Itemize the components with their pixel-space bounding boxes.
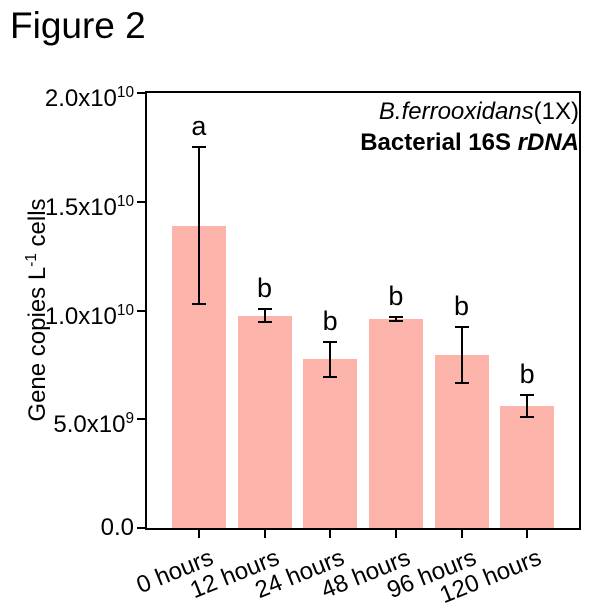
bar-120-hours bbox=[500, 406, 555, 528]
x-tick-96-hours bbox=[460, 530, 463, 538]
gene-target-label: Bacterial 16S bbox=[360, 129, 518, 156]
x-tick-24-hours bbox=[329, 530, 332, 538]
sig-letter-24-hours: b bbox=[322, 306, 338, 337]
y-tick-1 bbox=[137, 200, 145, 203]
x-tick-120-hours bbox=[526, 530, 529, 538]
legend: B.ferrooxidans(1X) Bacterial 16S rDNA bbox=[360, 96, 579, 158]
error-cap-bottom-12-hours bbox=[257, 321, 272, 324]
legend-concentration: (1X) bbox=[533, 98, 579, 125]
error-cap-bottom-120-hours bbox=[520, 416, 535, 419]
sig-letter-12-hours: b bbox=[256, 273, 273, 304]
error-bar-0-hours bbox=[197, 147, 200, 304]
error-cap-top-24-hours bbox=[323, 341, 338, 344]
error-bar-48-hours bbox=[394, 317, 397, 322]
legend-line-2: Bacterial 16S rDNA bbox=[360, 127, 579, 158]
sig-letter-48-hours: b bbox=[388, 281, 404, 312]
x-tick-12-hours bbox=[263, 530, 266, 538]
error-bar-96-hours bbox=[460, 326, 463, 384]
error-bar-120-hours bbox=[526, 395, 529, 418]
y-tick-3 bbox=[137, 418, 145, 421]
y-tick-label-1: 1.5x1010 bbox=[44, 192, 134, 221]
bar-24-hours bbox=[303, 359, 358, 528]
error-cap-top-120-hours bbox=[520, 394, 535, 397]
error-cap-top-48-hours bbox=[388, 316, 403, 319]
plot-area bbox=[145, 91, 581, 530]
y-axis-title-prefix: Gene copies L bbox=[24, 266, 51, 422]
gene-target-italic: rDNA bbox=[517, 129, 579, 156]
sig-letter-96-hours: b bbox=[453, 290, 470, 321]
bar-48-hours bbox=[368, 319, 423, 528]
y-tick-label-2: 1.0x1010 bbox=[44, 301, 134, 330]
figure-title: Figure 2 bbox=[10, 5, 146, 46]
error-bar-24-hours bbox=[329, 342, 332, 377]
y-tick-label-4: 0.0 bbox=[100, 514, 134, 541]
species-name: B.ferrooxidans bbox=[378, 98, 534, 125]
x-tick-48-hours bbox=[394, 530, 397, 538]
error-cap-bottom-96-hours bbox=[454, 382, 469, 385]
legend-line-1: B.ferrooxidans(1X) bbox=[360, 96, 579, 127]
error-cap-top-12-hours bbox=[257, 308, 272, 311]
error-cap-bottom-48-hours bbox=[388, 320, 403, 323]
y-tick-4 bbox=[137, 527, 145, 529]
y-tick-label-3: 5.0x109 bbox=[53, 410, 134, 439]
bar-12-hours bbox=[237, 315, 292, 528]
error-cap-top-0-hours bbox=[191, 146, 206, 149]
error-cap-bottom-24-hours bbox=[323, 375, 338, 378]
error-cap-bottom-0-hours bbox=[191, 302, 206, 305]
x-tick-0-hours bbox=[197, 530, 200, 538]
error-cap-top-96-hours bbox=[454, 325, 469, 328]
error-bar-12-hours bbox=[263, 309, 266, 323]
y-tick-2 bbox=[137, 309, 145, 312]
y-tick-label-0: 2.0x1010 bbox=[44, 84, 134, 112]
y-axis-title-superscript: -1 bbox=[23, 253, 40, 267]
sig-letter-0-hours: a bbox=[191, 111, 207, 142]
sig-letter-120-hours: b bbox=[519, 359, 535, 390]
y-tick-0 bbox=[137, 92, 145, 94]
